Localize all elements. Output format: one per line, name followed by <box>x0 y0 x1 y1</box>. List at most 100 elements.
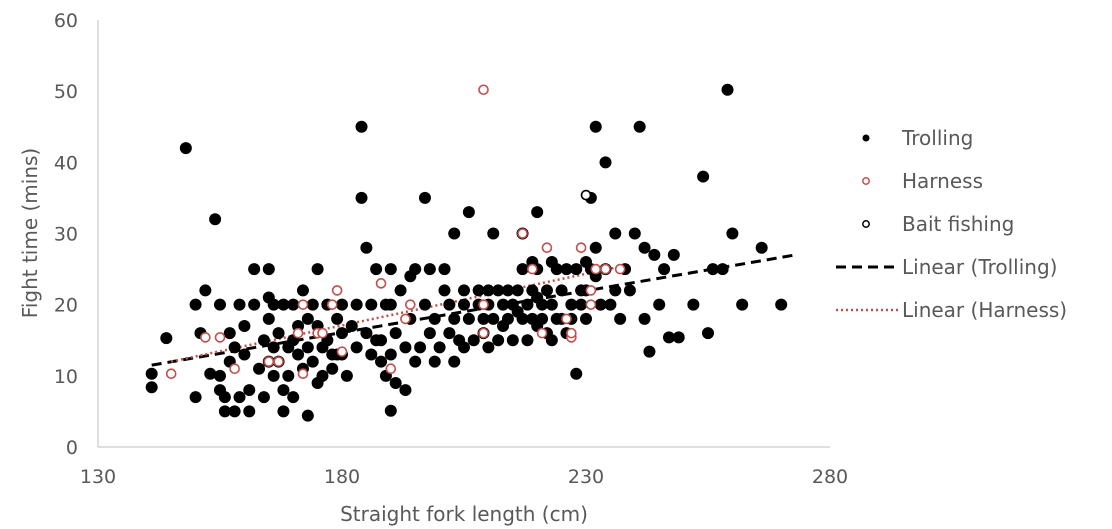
point-trolling <box>145 367 158 380</box>
point-trolling <box>414 341 427 354</box>
point-trolling <box>448 312 461 325</box>
point-trolling <box>365 348 378 361</box>
point-trolling <box>277 298 290 311</box>
point-trolling <box>482 341 495 354</box>
point-trolling <box>589 120 602 133</box>
point-trolling <box>389 376 402 389</box>
point-trolling <box>521 298 534 311</box>
point-trolling <box>501 312 514 325</box>
point-harness <box>331 285 343 296</box>
point-harness <box>317 327 328 339</box>
y-tick-label: 40 <box>54 152 78 174</box>
trendline-linear-trolling <box>151 253 797 367</box>
point-trolling <box>340 369 353 382</box>
point-trolling <box>609 227 622 240</box>
point-trolling <box>189 391 202 404</box>
y-tick-label: 20 <box>54 295 78 317</box>
point-trolling <box>458 341 470 354</box>
point-trolling <box>257 391 270 404</box>
point-trolling <box>384 263 397 276</box>
point-harness <box>297 368 309 379</box>
point-trolling <box>257 334 270 347</box>
point-trolling <box>199 284 212 297</box>
point-trolling <box>375 334 388 347</box>
point-trolling <box>384 404 397 417</box>
point-trolling <box>228 405 241 418</box>
point-harness <box>273 356 284 367</box>
point-trolling <box>214 369 226 382</box>
legend-item: Trolling <box>862 126 973 150</box>
point-trolling <box>228 341 241 354</box>
point-harness <box>200 332 211 343</box>
point-trolling <box>428 355 441 368</box>
point-trolling <box>248 298 261 311</box>
point-trolling <box>336 327 348 340</box>
point-trolling <box>531 206 544 219</box>
point-harness <box>614 263 626 275</box>
point-trolling <box>423 263 436 276</box>
point-harness <box>385 363 397 375</box>
point-trolling <box>267 369 280 382</box>
point-trolling <box>648 248 661 261</box>
point-trolling <box>418 191 431 204</box>
point-trolling <box>462 312 475 325</box>
point-trolling <box>492 284 505 297</box>
point-trolling <box>726 227 739 240</box>
point-trolling <box>277 405 290 418</box>
point-trolling <box>511 284 524 297</box>
y-tick-label: 30 <box>54 224 78 246</box>
point-trolling <box>360 327 373 340</box>
y-axis-title: Fight time (mins) <box>18 148 42 318</box>
point-trolling <box>653 298 666 311</box>
legend-marker-icon <box>862 134 870 142</box>
point-trolling <box>492 334 505 347</box>
legend-label: Harness <box>902 169 983 193</box>
point-trolling <box>575 298 588 311</box>
point-trolling <box>560 263 573 276</box>
point-trolling <box>594 298 607 311</box>
point-trolling <box>458 298 470 311</box>
point-trolling <box>336 298 348 311</box>
point-trolling <box>565 298 578 311</box>
point-harness <box>478 299 489 310</box>
point-harness <box>478 84 489 96</box>
y-tick-label: 10 <box>54 366 78 388</box>
legend-marker-icon <box>862 177 870 185</box>
point-trolling <box>389 327 402 340</box>
data-points <box>145 83 788 422</box>
point-trolling <box>570 367 583 380</box>
point-trolling <box>189 298 202 311</box>
point-trolling <box>516 263 529 276</box>
point-trolling <box>438 284 451 297</box>
point-harness <box>600 263 611 275</box>
point-trolling <box>306 298 319 311</box>
point-trolling <box>482 284 495 297</box>
point-trolling <box>697 170 710 183</box>
point-trolling <box>438 263 451 276</box>
point-trolling <box>467 334 480 347</box>
point-trolling <box>365 298 378 311</box>
point-trolling <box>633 120 646 133</box>
x-tick-label: 230 <box>568 466 604 488</box>
point-trolling <box>775 298 788 311</box>
point-trolling <box>418 298 431 311</box>
point-trolling <box>536 312 549 325</box>
y-tick-label: 0 <box>66 437 78 459</box>
point-harness <box>297 299 309 310</box>
legend-label: Trolling <box>901 126 973 150</box>
point-trolling <box>204 367 217 380</box>
trendline-linear-harness <box>170 264 626 363</box>
point-trolling <box>218 391 231 404</box>
point-trolling <box>355 120 368 133</box>
point-trolling <box>311 263 324 276</box>
point-harness <box>405 299 416 310</box>
point-trolling <box>755 241 768 254</box>
point-trolling <box>409 355 422 368</box>
point-trolling <box>433 341 446 354</box>
point-trolling <box>267 341 280 354</box>
point-harness <box>478 327 489 339</box>
point-trolling <box>218 405 231 418</box>
point-trolling <box>448 355 461 368</box>
point-trolling <box>702 327 714 340</box>
point-trolling <box>477 312 490 325</box>
